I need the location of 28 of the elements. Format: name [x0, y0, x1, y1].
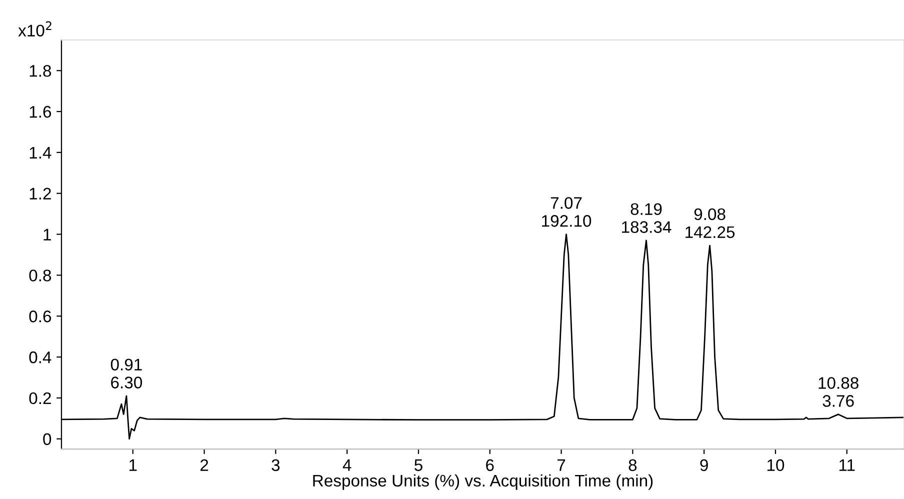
x-tick-label: 5 [414, 459, 422, 472]
x-tick-label: 10 [767, 459, 784, 472]
y-tick-label: 0.2 [29, 392, 51, 404]
x-tick-label: 9 [700, 459, 708, 472]
annotation: 0.91 6.30 [110, 358, 142, 388]
x-tick-label: 7 [557, 459, 566, 471]
y-tick-label: 0.8 [29, 270, 52, 282]
x-tick-label: 8 [628, 459, 637, 472]
x-tick-label: 1 [130, 459, 137, 471]
annotation: 8.19 183.34 [622, 203, 672, 233]
y-tick-label: 1 [44, 228, 51, 240]
x-tick-label: 2 [200, 459, 208, 471]
y-axis-title: x10$^{2}$ [18, 21, 52, 36]
x-tick-label: 11 [839, 459, 855, 471]
y-tick-label: 1.6 [30, 106, 52, 118]
x-tick-label: 3 [272, 459, 280, 472]
y-tick-label: 1.4 [30, 147, 52, 158]
annotation: 9.08 142.25 [686, 208, 735, 238]
x-axis-title: Response Units (%) vs. Acquisition Time (min) [313, 474, 653, 490]
y-tick-label: 0 [43, 433, 52, 446]
x-tick-label: 4 [342, 459, 352, 471]
annotation: 7.07 192.10 [542, 197, 592, 227]
x-tick-label: 6 [486, 459, 494, 472]
y-tick-label: 1.8 [30, 65, 52, 77]
annotation: 10.88 3.76 [818, 377, 858, 407]
y-tick-label: 0.6 [29, 310, 52, 322]
y-tick-label: 0.4 [29, 351, 52, 364]
y-tick-label: 1.2 [30, 188, 51, 200]
